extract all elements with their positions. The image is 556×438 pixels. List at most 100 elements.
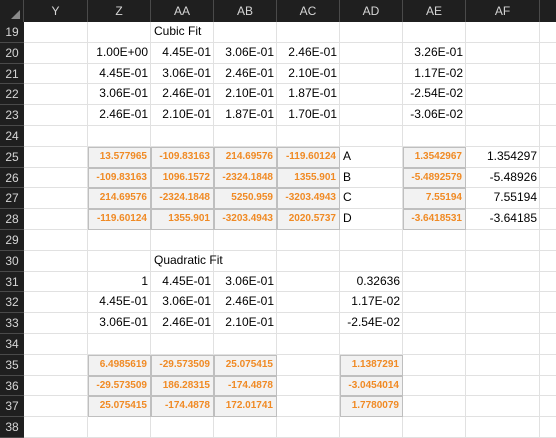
cubic-inverse-cell[interactable]: -119.60124 bbox=[88, 209, 151, 230]
column-header-z[interactable]: Z bbox=[88, 0, 151, 22]
row-header-19[interactable]: 19 bbox=[0, 22, 24, 43]
column-header-ad[interactable]: AD bbox=[340, 0, 403, 22]
cubic-coef-calc-cell[interactable]: 7.55194 bbox=[403, 188, 466, 210]
cubic-matrix-cell[interactable]: 2.46E-01 bbox=[99, 107, 148, 122]
cubic-inverse-cell[interactable]: 13.577965 bbox=[88, 146, 151, 168]
quad-coef-calc-cell[interactable]: 1.1387291 bbox=[340, 354, 403, 376]
cubic-matrix-cell[interactable]: 2.10E-01 bbox=[162, 107, 211, 122]
row-header-21[interactable]: 21 bbox=[0, 63, 24, 85]
coef-letter-cell[interactable]: C bbox=[343, 190, 352, 205]
column-header-ac[interactable]: AC bbox=[277, 0, 340, 22]
cubic-rhs-cell[interactable]: -2.54E-02 bbox=[410, 86, 463, 101]
quad-inverse-cell[interactable]: -29.573509 bbox=[151, 354, 214, 376]
cubic-rhs-cell[interactable]: 3.26E-01 bbox=[414, 44, 463, 59]
quad-matrix-cell[interactable]: 3.06E-01 bbox=[225, 273, 274, 288]
cubic-coef-cell[interactable]: 7.55194 bbox=[493, 190, 537, 205]
row-header-20[interactable]: 20 bbox=[0, 42, 24, 64]
row-header-23[interactable]: 23 bbox=[0, 105, 24, 126]
quad-rhs-cell[interactable]: 1.17E-02 bbox=[351, 294, 400, 309]
row-header-27[interactable]: 27 bbox=[0, 188, 24, 210]
quad-matrix-cell[interactable]: 4.45E-01 bbox=[99, 294, 148, 309]
cubic-inverse-cell[interactable]: 1355.901 bbox=[151, 209, 214, 230]
row-header-24[interactable]: 24 bbox=[0, 126, 24, 147]
cubic-matrix-cell[interactable]: 2.46E-01 bbox=[162, 86, 211, 101]
row-header-29[interactable]: 29 bbox=[0, 230, 24, 251]
cubic-inverse-cell[interactable]: -109.83163 bbox=[88, 167, 151, 189]
cubic-rhs-cell[interactable]: -3.06E-02 bbox=[410, 107, 463, 122]
quad-inverse-cell[interactable]: 25.075415 bbox=[214, 354, 277, 376]
cubic-inverse-cell[interactable]: 1355.901 bbox=[277, 167, 340, 189]
cubic-matrix-cell[interactable]: 1.70E-01 bbox=[288, 107, 337, 122]
quad-matrix-cell[interactable]: 2.10E-01 bbox=[225, 315, 274, 330]
quad-matrix-cell[interactable]: 3.06E-01 bbox=[162, 294, 211, 309]
cubic-matrix-cell[interactable]: 2.10E-01 bbox=[288, 65, 337, 80]
select-all-corner[interactable] bbox=[0, 0, 24, 22]
quadratic-fit-title[interactable]: Quadratic Fit bbox=[154, 252, 223, 267]
row-header-35[interactable]: 35 bbox=[0, 354, 24, 376]
row-header-34[interactable]: 34 bbox=[0, 334, 24, 355]
column-header-ab[interactable]: AB bbox=[214, 0, 277, 22]
column-header-y[interactable]: Y bbox=[24, 0, 88, 22]
row-header-31[interactable]: 31 bbox=[0, 271, 24, 293]
column-header-af[interactable]: AF bbox=[466, 0, 540, 22]
quad-coef-calc-cell[interactable]: -3.0454014 bbox=[340, 375, 403, 397]
cubic-matrix-cell[interactable]: 4.45E-01 bbox=[162, 44, 211, 59]
row-header-28[interactable]: 28 bbox=[0, 209, 24, 230]
cubic-inverse-cell[interactable]: 1096.1572 bbox=[151, 167, 214, 189]
quad-matrix-cell[interactable]: 1 bbox=[141, 273, 148, 288]
cubic-inverse-cell[interactable]: -3203.4943 bbox=[277, 188, 340, 210]
quad-rhs-cell[interactable]: 0.32636 bbox=[356, 273, 400, 288]
cubic-matrix-cell[interactable]: 3.06E-01 bbox=[162, 65, 211, 80]
cubic-inverse-cell[interactable]: -109.83163 bbox=[151, 146, 214, 168]
quad-inverse-cell[interactable]: -174.4878 bbox=[214, 375, 277, 397]
cubic-coef-cell[interactable]: -3.64185 bbox=[489, 211, 537, 226]
cubic-inverse-cell[interactable]: 5250.959 bbox=[214, 188, 277, 210]
row-header-26[interactable]: 26 bbox=[0, 167, 24, 189]
cubic-matrix-cell[interactable]: 2.46E-01 bbox=[288, 44, 337, 59]
cubic-coef-cell[interactable]: 1.354297 bbox=[486, 148, 537, 163]
cubic-matrix-cell[interactable]: 4.45E-01 bbox=[99, 65, 148, 80]
column-header-ae[interactable]: AE bbox=[403, 0, 466, 22]
cubic-coef-calc-cell[interactable]: -3.6418531 bbox=[403, 209, 466, 230]
cubic-inverse-cell[interactable]: 2020.5737 bbox=[277, 209, 340, 230]
row-header-37[interactable]: 37 bbox=[0, 396, 24, 418]
cubic-inverse-cell[interactable]: -2324.1848 bbox=[214, 167, 277, 189]
row-header-25[interactable]: 25 bbox=[0, 146, 24, 168]
cubic-matrix-cell[interactable]: 1.87E-01 bbox=[225, 107, 274, 122]
quad-matrix-cell[interactable]: 3.06E-01 bbox=[99, 315, 148, 330]
coef-letter-cell[interactable]: A bbox=[343, 148, 352, 163]
row-header-36[interactable]: 36 bbox=[0, 375, 24, 397]
cubic-inverse-cell[interactable]: -2324.1848 bbox=[151, 188, 214, 210]
coef-letter-cell[interactable]: D bbox=[343, 211, 352, 226]
quad-matrix-cell[interactable]: 2.46E-01 bbox=[225, 294, 274, 309]
quad-coef-calc-cell[interactable]: 1.7780079 bbox=[340, 396, 403, 418]
cubic-matrix-cell[interactable]: 2.46E-01 bbox=[225, 65, 274, 80]
cubic-matrix-cell[interactable]: 1.87E-01 bbox=[288, 86, 337, 101]
quad-inverse-cell[interactable]: -29.573509 bbox=[88, 375, 151, 397]
row-header-30[interactable]: 30 bbox=[0, 250, 24, 272]
quad-inverse-cell[interactable]: 6.4985619 bbox=[88, 354, 151, 376]
cubic-matrix-cell[interactable]: 1.00E+00 bbox=[96, 44, 148, 59]
cubic-fit-title[interactable]: Cubic Fit bbox=[154, 24, 202, 38]
cubic-matrix-cell[interactable]: 2.10E-01 bbox=[225, 86, 274, 101]
quad-inverse-cell[interactable]: -174.4878 bbox=[151, 396, 214, 418]
cubic-matrix-cell[interactable]: 3.06E-01 bbox=[225, 44, 274, 59]
cubic-coef-calc-cell[interactable]: 1.3542967 bbox=[403, 146, 466, 168]
coef-letter-cell[interactable]: B bbox=[343, 169, 352, 184]
row-header-38[interactable]: 38 bbox=[0, 417, 24, 438]
sheet-grid[interactable]: Cubic Fit Quadratic Fit 1.00E+00 4.45E-01 3.… bbox=[24, 22, 556, 438]
cubic-inverse-cell[interactable]: -3203.4943 bbox=[214, 209, 277, 230]
quad-inverse-cell[interactable]: 186.28315 bbox=[151, 375, 214, 397]
quad-matrix-cell[interactable]: 2.46E-01 bbox=[162, 315, 211, 330]
cubic-matrix-cell[interactable]: 3.06E-01 bbox=[99, 86, 148, 101]
quad-inverse-cell[interactable]: 25.075415 bbox=[88, 396, 151, 418]
cubic-inverse-cell[interactable]: 214.69576 bbox=[214, 146, 277, 168]
quad-rhs-cell[interactable]: -2.54E-02 bbox=[347, 315, 400, 330]
column-header-aa[interactable]: AA bbox=[151, 0, 214, 22]
cubic-rhs-cell[interactable]: 1.17E-02 bbox=[414, 65, 463, 80]
quad-matrix-cell[interactable]: 4.45E-01 bbox=[162, 273, 211, 288]
cubic-coef-cell[interactable]: -5.48926 bbox=[489, 169, 537, 184]
cubic-inverse-cell[interactable]: 214.69576 bbox=[88, 188, 151, 210]
row-header-32[interactable]: 32 bbox=[0, 292, 24, 314]
row-header-33[interactable]: 33 bbox=[0, 313, 24, 334]
